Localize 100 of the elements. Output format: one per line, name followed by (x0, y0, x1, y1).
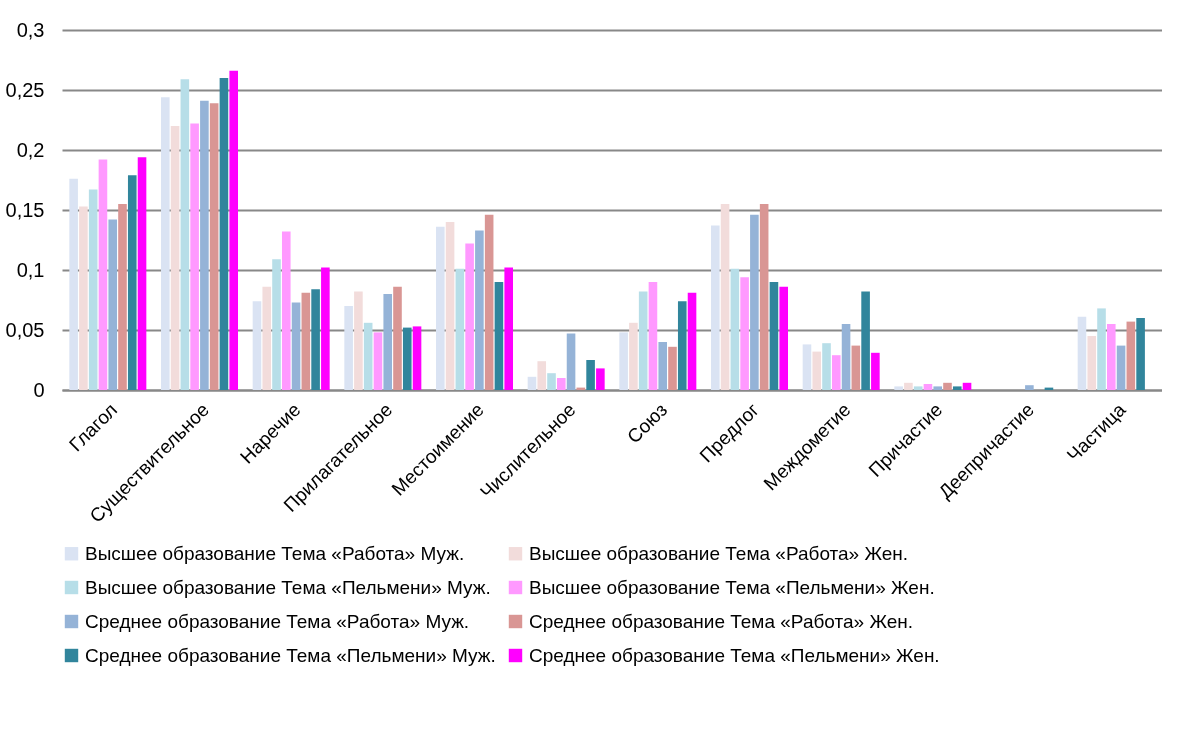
y-tick-label: 0,05 (5, 318, 45, 341)
bar (170, 126, 180, 390)
bar (851, 345, 861, 390)
bar (913, 386, 923, 390)
bar (596, 368, 605, 390)
bar (779, 286, 788, 390)
bar (127, 175, 137, 390)
bar (219, 78, 229, 390)
bar (494, 282, 504, 390)
bar (436, 226, 445, 390)
bar (720, 204, 730, 390)
bar (1097, 308, 1106, 390)
bar (108, 219, 118, 390)
bar (88, 189, 98, 390)
bar (904, 382, 913, 390)
bar (629, 322, 638, 390)
bar (812, 351, 822, 390)
bar (252, 301, 262, 390)
bar (527, 376, 537, 390)
bar (475, 230, 484, 390)
bar (769, 282, 779, 390)
bar (871, 352, 880, 390)
legend-label: Высшее образование Тема «Пельмени» Муж. (85, 576, 491, 598)
bar (79, 206, 88, 390)
bar (69, 178, 78, 390)
bar (1116, 345, 1126, 390)
bar (209, 103, 219, 390)
bar (943, 382, 952, 390)
bar (190, 123, 199, 390)
bar (393, 286, 402, 390)
bar (229, 70, 238, 390)
bar (465, 243, 474, 390)
bar (484, 214, 494, 390)
bar (311, 289, 320, 390)
bar (658, 342, 668, 390)
bar (262, 286, 272, 390)
bar (1136, 318, 1145, 390)
y-tick-label: 0,2 (16, 138, 45, 161)
bar (894, 386, 903, 390)
bar (556, 378, 566, 390)
bar (272, 259, 281, 390)
bar (802, 344, 812, 390)
bar (301, 292, 311, 390)
bar (98, 159, 108, 390)
bar (455, 268, 465, 390)
bar (321, 267, 330, 390)
y-tick-label: 0,25 (5, 78, 45, 101)
bar (1077, 316, 1087, 390)
legend-label: Среднее образование Тема «Пельмени» Муж. (85, 644, 496, 666)
bar (383, 294, 393, 390)
bar (291, 302, 301, 390)
bar (354, 291, 363, 390)
bar (1126, 321, 1136, 390)
bar (861, 291, 870, 390)
legend-label: Высшее образование Тема «Работа» Муж. (85, 542, 465, 564)
bar (281, 231, 291, 390)
bar (200, 100, 209, 390)
legend-label: Среднее образование Тема «Работа» Жен. (529, 610, 914, 632)
y-tick-label: 0 (33, 378, 45, 401)
bar (619, 332, 628, 390)
bar (547, 373, 556, 390)
bar (1106, 324, 1116, 390)
bar (1025, 385, 1034, 390)
bar (586, 360, 595, 390)
bar (677, 301, 687, 390)
bar (566, 333, 576, 390)
bar (831, 355, 841, 390)
bar (730, 268, 740, 390)
bar (933, 386, 943, 390)
bar (344, 306, 353, 390)
bar (952, 386, 962, 390)
bar (118, 204, 127, 390)
bar (711, 225, 720, 390)
bar (687, 292, 697, 390)
bar (537, 361, 547, 390)
legend-label: Высшее образование Тема «Работа» Жен. (529, 542, 909, 564)
bar (1087, 336, 1097, 390)
bar (412, 326, 422, 390)
y-tick-label: 0,15 (5, 198, 45, 221)
legend-label: Среднее образование Тема «Работа» Муж. (85, 610, 470, 632)
bar (841, 324, 851, 390)
bar (161, 97, 170, 390)
bar (180, 79, 190, 390)
bar (363, 322, 373, 390)
bar (923, 384, 933, 390)
bar (373, 332, 383, 390)
y-tick-label: 0,3 (16, 18, 45, 41)
legend-label: Высшее образование Тема «Пельмени» Жен. (529, 576, 935, 598)
bar (648, 282, 658, 390)
y-tick-label: 0,1 (16, 258, 45, 281)
bar (638, 291, 648, 390)
bar (750, 214, 759, 390)
legend-label: Среднее образование Тема «Пельмени» Жен. (529, 644, 940, 666)
bar (445, 222, 455, 390)
bar (822, 343, 831, 390)
bar (740, 277, 749, 390)
bar (504, 267, 513, 390)
bar (402, 327, 412, 390)
bar (668, 346, 677, 390)
bar (137, 157, 147, 390)
